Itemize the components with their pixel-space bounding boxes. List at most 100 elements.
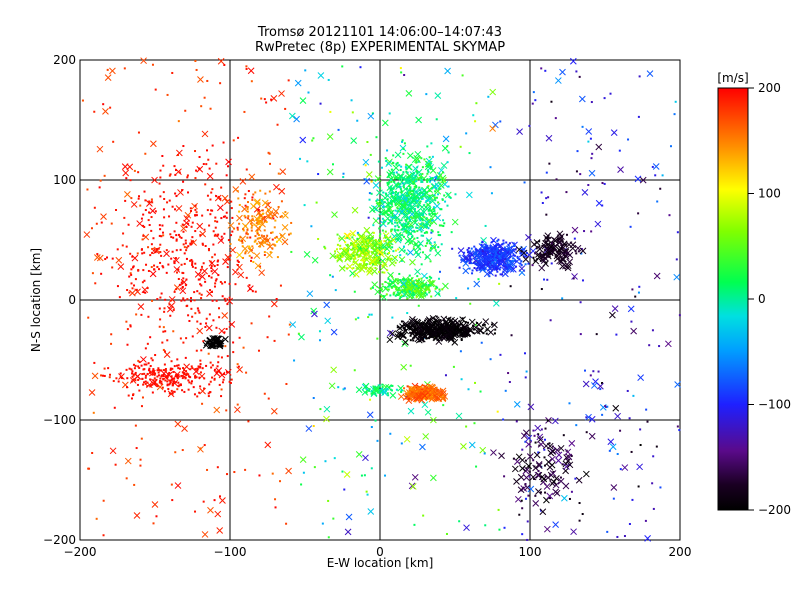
data-point bbox=[135, 288, 138, 291]
data-point-x bbox=[149, 270, 157, 278]
data-point bbox=[437, 326, 440, 329]
data-point-x bbox=[265, 206, 273, 214]
data-point bbox=[256, 231, 259, 234]
data-point-x bbox=[543, 234, 550, 242]
data-point bbox=[258, 214, 261, 217]
data-point bbox=[358, 263, 361, 266]
data-point-x bbox=[407, 206, 415, 214]
data-point bbox=[487, 95, 490, 98]
data-point bbox=[433, 212, 436, 215]
data-point-x bbox=[398, 208, 406, 216]
data-point bbox=[583, 230, 586, 233]
data-point bbox=[369, 153, 372, 156]
data-point bbox=[172, 330, 175, 333]
x-axis-label: E-W location [km] bbox=[327, 556, 434, 570]
data-point bbox=[146, 373, 149, 376]
data-point bbox=[236, 228, 239, 231]
data-point bbox=[144, 199, 147, 202]
data-point bbox=[540, 428, 543, 431]
data-point bbox=[403, 288, 406, 291]
data-point bbox=[336, 254, 339, 257]
data-point bbox=[384, 157, 387, 160]
data-point bbox=[483, 268, 486, 271]
data-point bbox=[446, 161, 449, 164]
data-point bbox=[542, 253, 545, 256]
data-point bbox=[411, 287, 414, 290]
data-point bbox=[111, 257, 114, 260]
data-point bbox=[654, 174, 657, 177]
data-point bbox=[137, 359, 140, 362]
data-point-x bbox=[206, 290, 213, 297]
data-point bbox=[395, 185, 398, 188]
data-point bbox=[230, 207, 233, 210]
data-point bbox=[179, 248, 182, 251]
data-point bbox=[185, 337, 188, 340]
data-point-x bbox=[83, 231, 91, 238]
data-point bbox=[327, 499, 330, 502]
data-point bbox=[343, 247, 346, 250]
data-point bbox=[428, 189, 431, 192]
data-point bbox=[651, 165, 654, 168]
data-point bbox=[143, 381, 146, 384]
data-point bbox=[396, 207, 399, 210]
data-point bbox=[452, 365, 455, 368]
data-point bbox=[539, 259, 542, 262]
data-point bbox=[425, 398, 428, 401]
data-point bbox=[370, 426, 373, 429]
data-point bbox=[491, 255, 494, 258]
data-point-x bbox=[409, 197, 417, 204]
data-point bbox=[382, 222, 385, 225]
data-point bbox=[414, 400, 417, 403]
data-point-x bbox=[498, 452, 505, 460]
data-point bbox=[612, 497, 615, 500]
data-point bbox=[183, 369, 186, 372]
data-point bbox=[446, 338, 449, 341]
data-point bbox=[280, 215, 283, 218]
data-point bbox=[125, 477, 128, 480]
data-point bbox=[303, 204, 306, 207]
data-point bbox=[391, 214, 394, 217]
data-point bbox=[160, 382, 163, 385]
data-point bbox=[154, 251, 157, 254]
data-point bbox=[177, 120, 180, 123]
data-point bbox=[392, 154, 395, 157]
data-point-x bbox=[151, 501, 159, 508]
data-point bbox=[615, 333, 618, 336]
data-point bbox=[92, 411, 95, 414]
data-point-x bbox=[298, 333, 305, 341]
data-point bbox=[411, 193, 414, 196]
data-point bbox=[259, 237, 262, 240]
data-point bbox=[209, 213, 212, 216]
data-point bbox=[158, 381, 161, 384]
data-point bbox=[238, 210, 241, 213]
data-point bbox=[153, 382, 156, 385]
data-point bbox=[302, 471, 305, 474]
data-point bbox=[394, 176, 397, 179]
data-point-x bbox=[397, 384, 405, 392]
data-point bbox=[544, 475, 547, 478]
data-point bbox=[162, 369, 165, 372]
data-point bbox=[175, 288, 178, 291]
data-point-x bbox=[614, 412, 621, 420]
data-point-x bbox=[330, 366, 338, 374]
data-point bbox=[195, 214, 198, 217]
data-point bbox=[211, 364, 214, 367]
data-point bbox=[374, 419, 377, 422]
data-point bbox=[130, 273, 133, 276]
data-point bbox=[159, 176, 162, 179]
data-point bbox=[168, 371, 171, 374]
data-point bbox=[237, 365, 240, 368]
data-point bbox=[182, 145, 185, 148]
data-point bbox=[486, 244, 489, 247]
data-point bbox=[217, 259, 220, 262]
data-point bbox=[185, 257, 188, 260]
data-point bbox=[219, 197, 222, 200]
data-point bbox=[383, 219, 386, 222]
data-point-x bbox=[402, 338, 409, 346]
data-point bbox=[435, 285, 438, 288]
data-point-x bbox=[236, 251, 243, 259]
data-point bbox=[422, 193, 425, 196]
data-point bbox=[578, 75, 581, 78]
data-point-x bbox=[387, 271, 394, 279]
